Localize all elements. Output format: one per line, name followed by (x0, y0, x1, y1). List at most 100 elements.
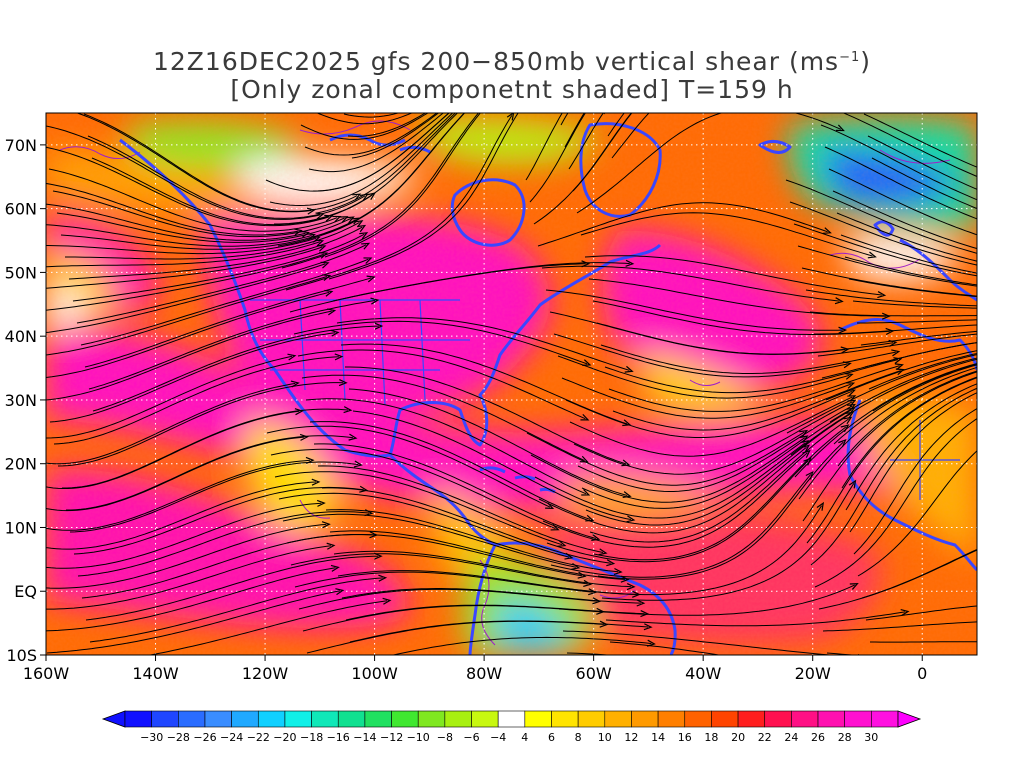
streamline-arrow (324, 289, 334, 297)
streamline-arrow (845, 411, 855, 419)
streamline (814, 324, 977, 335)
streamline-arrow (982, 330, 990, 337)
lat-tick-label: 10N (5, 518, 37, 537)
streamline-arrow (299, 433, 309, 441)
streamline-arrow (324, 214, 334, 222)
streamline (868, 353, 977, 390)
streamline (325, 509, 619, 573)
streamline (57, 382, 344, 467)
streamline (60, 219, 356, 250)
streamline (46, 241, 320, 268)
streamline-arrow (845, 382, 856, 389)
streamline (313, 443, 597, 539)
streamline (351, 113, 440, 159)
streamline (828, 168, 977, 236)
colorbar-label: 28 (838, 731, 852, 744)
colorbar-swatch (471, 710, 499, 728)
streamline (46, 382, 296, 465)
streamline-arrow (843, 416, 853, 425)
streamline-arrow (588, 588, 598, 596)
streamline (316, 113, 456, 214)
streamline-arrow (840, 424, 850, 433)
streamline (541, 265, 840, 302)
streamline (852, 300, 977, 309)
colorbar-label: 22 (758, 731, 772, 744)
colorbar-swatch (817, 710, 845, 728)
streamline (306, 620, 604, 654)
streamline (798, 366, 977, 500)
streamline (605, 611, 906, 627)
streamline (562, 630, 835, 655)
streamline-arrow (981, 377, 990, 385)
streamline-arrow (838, 326, 848, 334)
streamline-arrow (471, 86, 480, 95)
streamline (603, 113, 606, 115)
streamline-arrow (320, 261, 330, 269)
streamline-arrow (616, 85, 625, 94)
streamline-arrow (636, 88, 645, 97)
streamline (857, 319, 977, 324)
streamline (92, 325, 379, 412)
colorbar-label: −28 (167, 731, 190, 744)
streamline (147, 600, 388, 655)
streamline (294, 571, 593, 593)
streamline (568, 113, 604, 170)
streamline (274, 113, 459, 225)
streamline-arrow (345, 216, 355, 224)
streamline-arrow (624, 365, 634, 373)
streamline-arrow (981, 271, 989, 278)
streamline-arrow (977, 251, 985, 259)
streamline (853, 408, 977, 555)
streamline (46, 436, 305, 512)
streamline (786, 354, 977, 434)
streamline (297, 349, 586, 420)
streamline-arrow (617, 86, 626, 95)
streamline (793, 223, 977, 277)
streamline (52, 190, 345, 238)
streamline (608, 365, 900, 412)
colorbar-label: 20 (731, 731, 745, 744)
streamline-arrow (577, 571, 587, 579)
streamline (46, 125, 321, 220)
streamline (564, 113, 585, 148)
streamline-arrow (361, 242, 371, 250)
colorbar-swatch (577, 710, 606, 728)
streamline (62, 408, 348, 489)
streamline-arrow (626, 583, 636, 591)
streamline-arrow (894, 363, 904, 371)
streamline-arrow (626, 515, 636, 523)
streamline (329, 530, 626, 580)
colorbar-label: −8 (437, 731, 453, 744)
streamline-arrow (581, 489, 591, 496)
streamline-arrow (613, 567, 623, 576)
colorbar-swatch (871, 710, 899, 728)
streamline-arrow (979, 401, 988, 410)
streamline (601, 483, 855, 601)
lat-tick-label: 60N (5, 200, 37, 219)
streamline-arrow (978, 338, 986, 345)
streamline (46, 182, 299, 236)
streamline (836, 212, 977, 262)
colorbar-label: −20 (273, 731, 296, 744)
streamline-arrow (636, 599, 646, 607)
streamline (530, 437, 805, 503)
streamline-arrow (338, 379, 348, 387)
streamline (833, 364, 977, 445)
colorbar-swatch (444, 710, 472, 728)
colorbar-label: −14 (353, 731, 376, 744)
lon-tick-label: 140W (132, 664, 179, 683)
streamline-arrow (981, 327, 988, 334)
streamline (596, 322, 894, 355)
streamline (87, 135, 366, 219)
title-line-2: [Only zonal componetnt shaded] T=159 h (230, 75, 794, 104)
streamline-arrow (366, 275, 376, 283)
colorbar-swatch (364, 710, 392, 728)
streamline-arrow (352, 193, 362, 201)
lat-tick-label: 40N (5, 327, 37, 346)
colorbar-swatch (257, 710, 286, 728)
streamline-arrow (473, 88, 482, 97)
streamline (818, 549, 977, 610)
streamline (820, 124, 977, 201)
colorbar-swatch (764, 710, 792, 728)
